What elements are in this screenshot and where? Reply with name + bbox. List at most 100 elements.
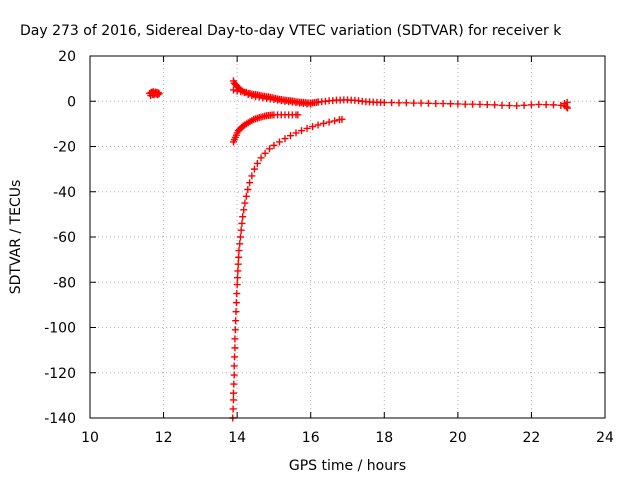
data-point — [439, 100, 447, 108]
y-tick-label: 20 — [58, 49, 76, 65]
data-point — [232, 299, 240, 307]
data-point — [244, 90, 252, 98]
data-point — [244, 185, 252, 193]
data-point — [235, 253, 243, 261]
data-point — [461, 100, 469, 108]
x-tick-label: 24 — [596, 430, 614, 446]
data-point — [231, 353, 239, 361]
data-point — [447, 100, 454, 108]
data-point — [561, 100, 569, 108]
data-point — [424, 99, 432, 107]
data-point — [309, 123, 317, 131]
y-tick-label: -100 — [44, 321, 76, 337]
y-axis-label: SDTVAR / TECUs — [8, 180, 24, 295]
data-point — [520, 101, 528, 109]
x-tick-label: 12 — [155, 430, 173, 446]
data-point — [238, 219, 246, 227]
data-point — [266, 145, 274, 153]
data-point — [253, 159, 261, 167]
data-point — [231, 344, 239, 352]
data-point — [233, 281, 241, 289]
data-point — [286, 132, 294, 140]
data-point — [535, 100, 543, 108]
y-tick-label: -20 — [53, 140, 76, 156]
data-point — [469, 100, 477, 108]
data-point — [314, 121, 322, 129]
data-point — [498, 101, 506, 109]
x-tick-label: 10 — [81, 430, 99, 446]
data-point — [229, 389, 237, 397]
y-tick-label: -140 — [44, 411, 76, 427]
data-point — [230, 380, 238, 388]
x-tick-label: 18 — [375, 430, 393, 446]
data-point — [270, 141, 278, 149]
data-point — [232, 317, 240, 325]
data-point — [150, 90, 158, 98]
data-point — [542, 101, 550, 109]
data-point — [229, 86, 237, 94]
data-point — [230, 371, 238, 379]
data-point — [231, 326, 239, 334]
data-point — [241, 89, 248, 97]
data-point — [491, 101, 499, 109]
data-point — [331, 117, 339, 125]
data-point — [395, 99, 403, 107]
data-point — [246, 179, 254, 187]
data-point — [294, 111, 302, 119]
data-point — [303, 124, 311, 132]
data-point — [292, 129, 300, 137]
x-tick-label: 16 — [302, 430, 320, 446]
plot-frame — [89, 55, 606, 419]
data-point — [248, 172, 256, 180]
data-point — [338, 115, 346, 123]
data-point — [236, 233, 244, 241]
data-point — [454, 100, 462, 108]
x-tick-label: 22 — [523, 430, 541, 446]
data-point — [275, 138, 283, 146]
data-point — [550, 101, 557, 109]
data-point — [257, 154, 265, 162]
data-point — [388, 99, 396, 107]
data-point — [234, 260, 242, 268]
y-tick-label: 0 — [67, 94, 76, 110]
data-point — [241, 199, 249, 207]
data-point — [307, 100, 315, 108]
data-point — [233, 290, 241, 298]
y-tick-labels: 20 0 -20 -40 -60 -80 -100 -120 -140 — [44, 49, 76, 427]
data-point — [235, 247, 243, 255]
data-point — [242, 192, 250, 200]
data-point — [234, 267, 242, 275]
y-tick-label: -80 — [53, 275, 76, 291]
data-point — [281, 135, 289, 143]
x-tick-labels: 10 12 14 16 18 20 22 24 — [81, 430, 614, 446]
data-point — [231, 335, 239, 343]
data-point — [229, 405, 237, 413]
data-point — [234, 274, 242, 282]
data-point — [505, 102, 513, 110]
data-point — [147, 89, 155, 97]
data-point — [248, 92, 256, 100]
data-point — [237, 88, 245, 96]
data-point — [298, 127, 306, 135]
data-point — [320, 119, 328, 127]
data-point — [239, 213, 247, 221]
data-point — [237, 226, 245, 234]
x-tick-label: 14 — [228, 430, 246, 446]
x-tick-label: 20 — [449, 430, 467, 446]
y-tick-label: -40 — [53, 185, 76, 201]
data-point — [410, 99, 418, 107]
data-point — [229, 396, 237, 404]
data-point — [380, 99, 388, 107]
data-point — [261, 149, 269, 157]
data-point — [527, 101, 535, 109]
y-tick-label: -120 — [44, 366, 76, 382]
data-point — [513, 102, 521, 110]
data-point — [232, 308, 240, 316]
chart-title: Day 273 of 2016, Sidereal Day-to-day VTE… — [20, 23, 562, 39]
y-tick-label: -60 — [53, 230, 76, 246]
data-point — [402, 99, 410, 107]
data-point — [325, 118, 333, 126]
data-point — [483, 101, 491, 109]
